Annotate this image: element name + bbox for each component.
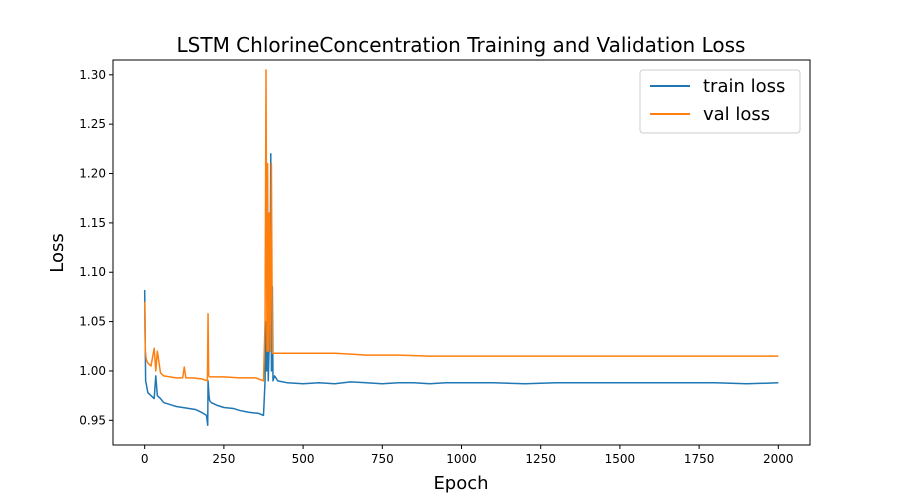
x-axis-label: Epoch <box>433 473 488 494</box>
x-tick-label: 1500 <box>605 452 636 466</box>
y-tick-label: 1.05 <box>79 315 106 329</box>
y-tick-label: 1.30 <box>79 68 106 82</box>
x-tick-label: 1000 <box>446 452 477 466</box>
y-axis-label: Loss <box>47 233 68 272</box>
series-line-train-loss <box>143 153 779 427</box>
x-axis: 0 250 500 750 1000 1250 1500 1750 2000 <box>141 445 794 466</box>
series-line-val-loss <box>143 69 779 382</box>
legend: train loss val loss <box>639 69 801 134</box>
x-tick-label: 500 <box>292 452 315 466</box>
x-tick-label: 250 <box>212 452 235 466</box>
y-tick-label: 1.10 <box>79 265 106 279</box>
y-tick-label: 0.95 <box>79 413 106 427</box>
x-tick-label: 1750 <box>684 452 715 466</box>
x-tick-label: 1250 <box>525 452 556 466</box>
x-tick-label: 0 <box>141 452 149 466</box>
y-axis: 0.95 1.00 1.05 1.10 1.15 1.20 1.25 1.30 <box>79 68 113 427</box>
y-tick-label: 1.25 <box>79 117 106 131</box>
legend-label-train-loss: train loss <box>703 76 785 97</box>
y-tick-label: 1.15 <box>79 216 106 230</box>
chart-title: LSTM ChlorineConcentration Training and … <box>177 33 746 57</box>
plot-area <box>143 69 779 427</box>
x-tick-label: 2000 <box>763 452 794 466</box>
x-tick-label: 750 <box>371 452 394 466</box>
y-tick-label: 1.00 <box>79 364 106 378</box>
legend-label-val-loss: val loss <box>703 104 770 125</box>
y-tick-label: 1.20 <box>79 167 106 181</box>
